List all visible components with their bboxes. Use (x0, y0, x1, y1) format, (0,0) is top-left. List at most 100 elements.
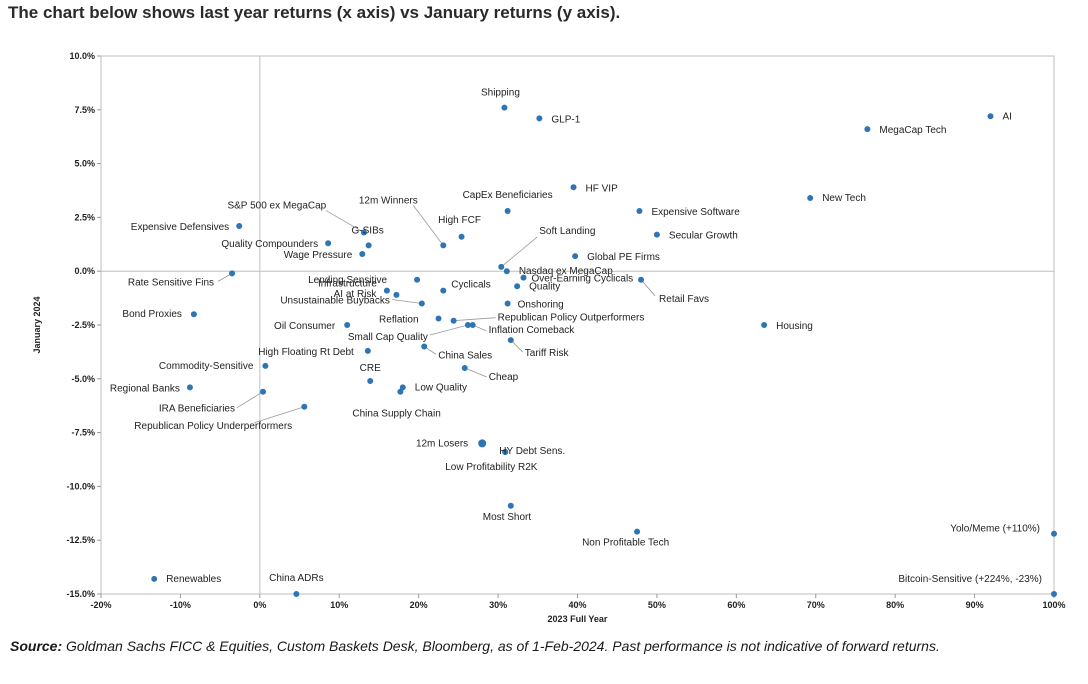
label-ai: AI (1002, 111, 1011, 122)
point-small-cap-quality (464, 322, 471, 328)
label-unsustainable-buybacks: Unsustainable Buybacks (280, 295, 390, 306)
label-global-pe-firms: Global PE Firms (587, 252, 660, 263)
label-bitcoin-sensitive-224-23: Bitcoin-Sensitive (+224%, -23%) (898, 574, 1042, 585)
leader-unsustainable-buybacks (391, 299, 422, 304)
point-capex-beneficiaries (504, 207, 511, 214)
label-expensive-software: Expensive Software (651, 207, 740, 218)
y-tick-label: -2.5% (71, 320, 95, 330)
x-tick-label: 10% (330, 600, 348, 610)
label-s-p-500-ex-megacap: S&P 500 ex MegaCap (227, 200, 326, 211)
label-bond-proxies: Bond Proxies (122, 309, 181, 320)
label-glp-1: GLP-1 (551, 114, 580, 125)
point-non-profitable-tech (634, 528, 641, 535)
source-label: Source: (10, 638, 63, 654)
label-low-quality: Low Quality (415, 382, 467, 393)
y-tick-label: 5.0% (74, 159, 95, 169)
x-axis-title: 2023 Full Year (548, 614, 608, 624)
y-tick-label: 7.5% (74, 105, 95, 115)
point-quality (514, 283, 521, 290)
x-tick-label: 60% (727, 600, 745, 610)
label-china-supply-chain: China Supply Chain (352, 409, 440, 420)
leader-s-p-500-ex-megacap (325, 210, 365, 233)
label-quality: Quality (529, 281, 560, 292)
label-cre: CRE (360, 363, 381, 374)
point-shipping (501, 104, 508, 111)
plot-frame (100, 55, 1055, 595)
label-new-tech: New Tech (822, 193, 866, 204)
leader-lines (217, 205, 656, 424)
label-republican-policy-outperformers: Republican Policy Outperformers (498, 313, 645, 324)
chart-axes: -20% -10% 0% 10% 20% 30% 40% 50% 60% 70% 80% 90% 100… (32, 51, 1066, 624)
point-expensive-software (636, 207, 643, 214)
point-republican-policy-outperformers (450, 317, 457, 324)
label-expensive-defensives: Expensive Defensives (131, 222, 229, 233)
point-secular-growth (653, 231, 660, 238)
label-republican-policy-underperformers: Republican Policy Underperformers (134, 421, 292, 432)
leader-soft-landing (501, 236, 538, 268)
chart-point-labels: Shipping GLP-1 AI MegaCap Tech HF VIP New Tec… (110, 88, 1042, 585)
source-footnote: Source: Goldman Sachs FICC & Equities, C… (10, 636, 1085, 656)
label-12m-losers: 12m Losers (416, 438, 468, 449)
point-expensive-defensives (236, 223, 243, 230)
point-megacap-tech (864, 126, 871, 133)
point-retail-favs (638, 276, 645, 283)
point-infrastructure (383, 287, 390, 294)
label-g-sibs: G-SIBs (352, 225, 384, 236)
x-tick-label: 100% (1042, 600, 1065, 610)
label-nasdaq-ex-megacap: Nasdaq ex MegaCap (519, 266, 613, 277)
point-republican-policy-underperformers (301, 403, 308, 410)
point-cheap (461, 365, 468, 372)
y-tick-label: 0.0% (74, 266, 95, 276)
point-ai (987, 113, 994, 120)
point-quality-compounders (325, 240, 332, 247)
label-ira-beneficiaries: IRA Beneficiaries (159, 404, 235, 415)
label-wage-pressure: Wage Pressure (284, 250, 353, 261)
x-tick-label: 40% (568, 600, 586, 610)
leader-small-cap-quality (429, 324, 469, 336)
point-s-p-500-ex-megacap (360, 229, 367, 236)
x-tick-label: 0% (253, 600, 266, 610)
point-ira-beneficiaries (260, 388, 267, 395)
label-most-short: Most Short (483, 512, 532, 523)
leader-republican-policy-outperformers (453, 317, 496, 322)
point-soft-landing (498, 263, 505, 270)
x-tick-label: -20% (90, 600, 111, 610)
point-commodity-sensitive (262, 362, 269, 369)
label-retail-favs: Retail Favs (659, 294, 709, 305)
point-over-earning-cyclicals (520, 274, 527, 281)
label-shipping: Shipping (481, 88, 520, 99)
point-oil-consumer (344, 322, 351, 328)
y-tick-label: 2.5% (74, 212, 95, 222)
point-low-profitability-r2k (502, 448, 509, 455)
point-renewables (151, 575, 158, 582)
point-china-supply-chain (397, 388, 404, 395)
point-wage-pressure (359, 250, 366, 257)
point-new-tech (807, 195, 814, 202)
point-cyclicals (440, 287, 447, 294)
point-nasdaq-ex-megacap (503, 268, 510, 275)
x-tick-label: 90% (966, 600, 984, 610)
label-over-earning-cyclicals: Over-Earning Cyclicals (531, 274, 633, 285)
point-high-fcf (458, 233, 465, 240)
point-housing (761, 322, 768, 328)
leader-retail-favs (640, 279, 656, 297)
label-ai-at-risk: AI at Risk (334, 289, 378, 300)
point-reflation (435, 315, 442, 322)
point-yolo-meme-110 (1051, 530, 1057, 537)
point-global-pe-firms (572, 253, 579, 260)
point-bond-proxies (190, 311, 197, 318)
y-tick-label: -12.5% (66, 535, 95, 545)
y-tick-label: -15.0% (66, 589, 95, 599)
label-hf-vip: HF VIP (586, 183, 619, 194)
point-inflation-comeback (469, 322, 476, 328)
x-tick-label: 30% (489, 600, 507, 610)
point-tariff-risk (507, 337, 514, 344)
leader-ira-beneficiaries (236, 391, 264, 409)
label-soft-landing: Soft Landing (539, 226, 595, 237)
point-most-short (507, 502, 514, 509)
chart-points (151, 104, 1057, 597)
leader-republican-policy-underperformers (254, 406, 305, 424)
label-small-cap-quality: Small Cap Quality (348, 332, 428, 343)
label-renewables: Renewables (166, 574, 221, 585)
